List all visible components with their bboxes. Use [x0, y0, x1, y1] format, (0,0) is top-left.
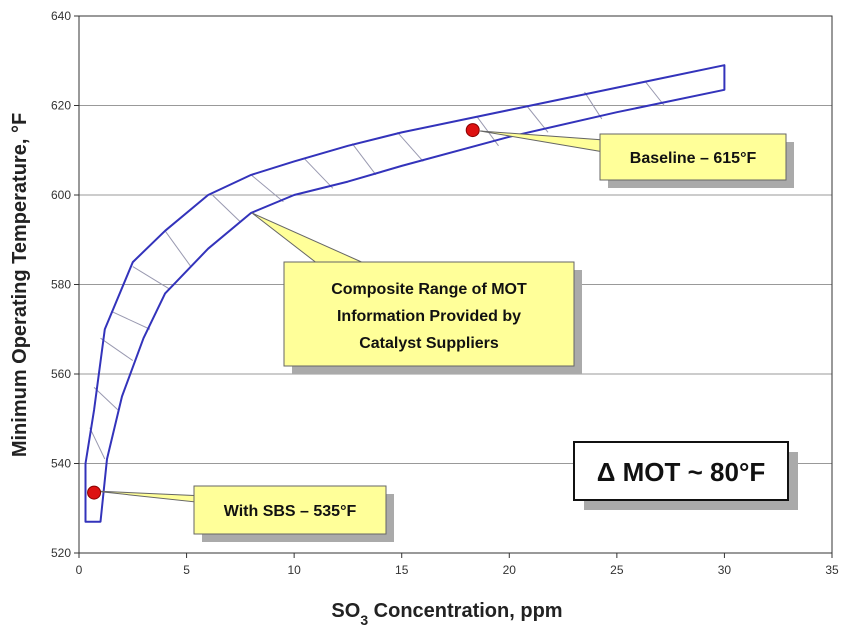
x-tick-label: 10	[287, 563, 301, 577]
x-tick-label: 30	[718, 563, 732, 577]
callout-pointer	[93, 490, 206, 504]
band-hatch	[132, 266, 170, 290]
x-tick-label: 5	[183, 563, 190, 577]
band-hatch	[164, 230, 192, 267]
x-axis-title-subscript: 3	[360, 612, 368, 628]
band-hatch	[351, 143, 377, 176]
band-hatch	[93, 387, 119, 411]
callout-box	[193, 485, 387, 535]
callout-box	[599, 133, 787, 181]
delta-frame	[573, 441, 789, 501]
x-axis-title-rest: Concentration, ppm	[368, 600, 562, 622]
band-hatch	[584, 91, 603, 120]
y-tick-label: 640	[51, 9, 71, 23]
x-axis-title: SO3 Concentration, ppm	[331, 600, 562, 628]
data-points	[87, 123, 480, 500]
band-outline	[84, 64, 726, 523]
delta-mot-box: Δ MOT ~ 80°F	[573, 441, 798, 510]
point-label-baseline: Baseline – 615°F	[630, 150, 757, 167]
band-hatch	[212, 194, 241, 223]
callout-pointer	[251, 212, 367, 265]
composite-line-3: Catalyst Suppliers	[359, 335, 499, 352]
band-hatch	[250, 174, 284, 203]
axis-ticks: 520 540 560 580 600 620 640 0 5 10 15 20 25 30 35	[51, 9, 839, 577]
y-tick-label: 520	[51, 546, 71, 560]
callout-with-sbs: With SBS – 535°F	[93, 485, 394, 542]
y-tick-label: 600	[51, 188, 71, 202]
point-label-with-sbs: With SBS – 535°F	[224, 503, 357, 520]
composite-range-band	[84, 64, 726, 523]
y-tick-label: 540	[51, 457, 71, 471]
y-tick-label: 620	[51, 99, 71, 113]
y-tick-label: 560	[51, 367, 71, 381]
band-hatch	[397, 132, 424, 162]
band-hatch	[304, 158, 334, 189]
point-with-sbs	[87, 485, 102, 500]
band-hatch	[644, 80, 665, 106]
callout-baseline: Baseline – 615°F	[479, 130, 794, 188]
delta-mot-label: Δ MOT ~ 80°F	[597, 457, 766, 487]
callout-composite-range: Composite Range of MOT Information Provi…	[251, 212, 582, 374]
callout-pointer	[479, 130, 605, 153]
x-tick-label: 15	[395, 563, 409, 577]
composite-line-1: Composite Range of MOT	[331, 281, 527, 298]
x-tick-label: 35	[825, 563, 839, 577]
x-tick-label: 20	[503, 563, 517, 577]
band-hatch	[100, 337, 134, 361]
composite-line-2: Information Provided by	[337, 308, 521, 325]
callout-box	[283, 261, 575, 367]
x-axis-title-main: SO	[331, 600, 360, 622]
y-axis-title: Minimum Operating Temperature, °F	[9, 113, 31, 457]
band-hatch	[89, 427, 106, 460]
point-baseline	[465, 123, 480, 138]
x-tick-label: 0	[76, 563, 83, 577]
y-tick-label: 580	[51, 278, 71, 292]
x-tick-label: 25	[610, 563, 624, 577]
band-hatch	[111, 310, 151, 330]
